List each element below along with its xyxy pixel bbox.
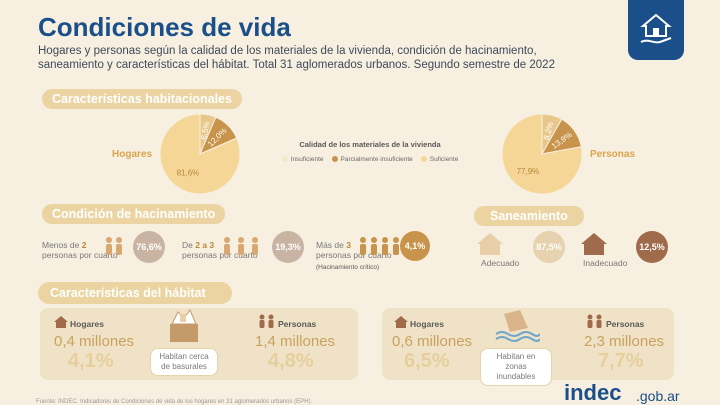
- basurales-hogares-num: 0,4 millones: [54, 333, 135, 350]
- many-people-icon: [360, 237, 399, 255]
- hacinamiento-pct-2: 19,3%: [272, 231, 304, 263]
- house-inadequate-icon: [581, 233, 607, 255]
- hacinamiento-pct-3: 4,1%: [400, 231, 430, 261]
- hacinamiento-item-1-text: Menos de 2 personas por cuarto: [42, 240, 118, 260]
- inundables-label: Habitan en zonas inundables: [480, 348, 552, 386]
- hacinamiento-pct-1: 76,6%: [133, 231, 165, 263]
- saneamiento-adecuado-pct: 87,5%: [533, 231, 565, 263]
- inundables-personas-num: 2,3 millones: [584, 333, 665, 350]
- section-hacinamiento-title: Condición de hacinamiento: [42, 204, 226, 224]
- basurales-hogares-title: Hogares: [70, 319, 105, 329]
- legend-swatch: [281, 156, 288, 163]
- saneamiento-inadecuado-label: Inadecuado: [583, 258, 628, 268]
- legend-item-parcial: Parcialmente insuficiente: [331, 156, 413, 163]
- section-saneamiento-title: Saneamiento: [474, 206, 584, 226]
- basurales-hogares-pct: 4,1%: [68, 350, 114, 372]
- inundables-hogares-num: 0,6 millones: [392, 333, 473, 350]
- house-small-icon-2: [394, 316, 408, 328]
- page-subtitle: Hogares y personas según la calidad de l…: [38, 45, 555, 71]
- flooded-house-icon: [495, 310, 540, 342]
- basurales-personas-num: 1,4 millones: [255, 333, 336, 350]
- hacinamiento-item-2-text: De 2 a 3 personas por cuarto: [182, 240, 258, 260]
- legend-items: Insuficiente Parcialmente insuficiente S…: [270, 156, 470, 163]
- hacinamiento-critico-note: (Hacinamiento crítico): [316, 264, 380, 271]
- housing-logo: [628, 0, 684, 60]
- basurales-personas-title: Personas: [278, 319, 317, 329]
- legend-title: Calidad de los materiales de la vivienda: [299, 140, 441, 149]
- section-habitacionales-title: Características habitacionales: [42, 89, 242, 109]
- brand-logo-suffix: .gob.ar: [636, 388, 680, 404]
- hacinamiento-item-3-text: Más de 3 personas por cuarto: [316, 240, 392, 260]
- house-small-icon: [54, 316, 68, 328]
- inundables-hogares-pct: 6,5%: [404, 350, 450, 372]
- house-adequate-icon: [477, 233, 503, 255]
- personas-pie-chart: 8,2%13,9%77,9%: [501, 113, 583, 195]
- personas-pie-slice-2: [501, 113, 583, 195]
- legend-swatch: [331, 156, 338, 163]
- inundables-hogares-title: Hogares: [410, 319, 445, 329]
- two-people-icon: [106, 237, 122, 255]
- garbage-dump-icon: [170, 309, 198, 342]
- page-title: Condiciones de vida: [38, 12, 291, 42]
- legend-swatch: [420, 156, 427, 163]
- legend-item-suficiente: Suficiente: [420, 156, 458, 163]
- hogares-pie-slice-2: [159, 113, 241, 195]
- hogares-pie-slice-label-2: 81,6%: [177, 168, 200, 177]
- two-people-small-icon-2: [587, 314, 602, 328]
- house-hand-icon: [640, 13, 672, 44]
- two-people-small-icon: [259, 314, 274, 328]
- inundables-personas-title: Personas: [606, 319, 645, 329]
- legend-item-insuficiente: Insuficiente: [281, 156, 324, 163]
- basurales-label: Habitan cerca de basurales: [150, 348, 218, 376]
- personas-label: Personas: [590, 149, 636, 160]
- saneamiento-inadecuado-pct: 12,5%: [636, 231, 668, 263]
- section-habitat-title: Características del hábitat: [38, 282, 232, 304]
- saneamiento-adecuado-label: Adecuado: [481, 258, 520, 268]
- source-footnote: Fuente: INDEC. Indicadores de Condicione…: [36, 399, 313, 405]
- brand-logo: indec: [564, 380, 622, 405]
- materials-legend: Calidad de los materiales de la vivienda…: [270, 140, 470, 174]
- hogares-pie-chart: 6,5%12,0%81,6%: [159, 113, 241, 195]
- basurales-personas-pct: 4,8%: [268, 350, 314, 372]
- inundables-personas-pct: 7,7%: [598, 350, 644, 372]
- personas-pie-slice-label-2: 77,9%: [517, 167, 540, 176]
- hogares-label: Hogares: [112, 149, 153, 160]
- three-people-icon: [224, 237, 258, 255]
